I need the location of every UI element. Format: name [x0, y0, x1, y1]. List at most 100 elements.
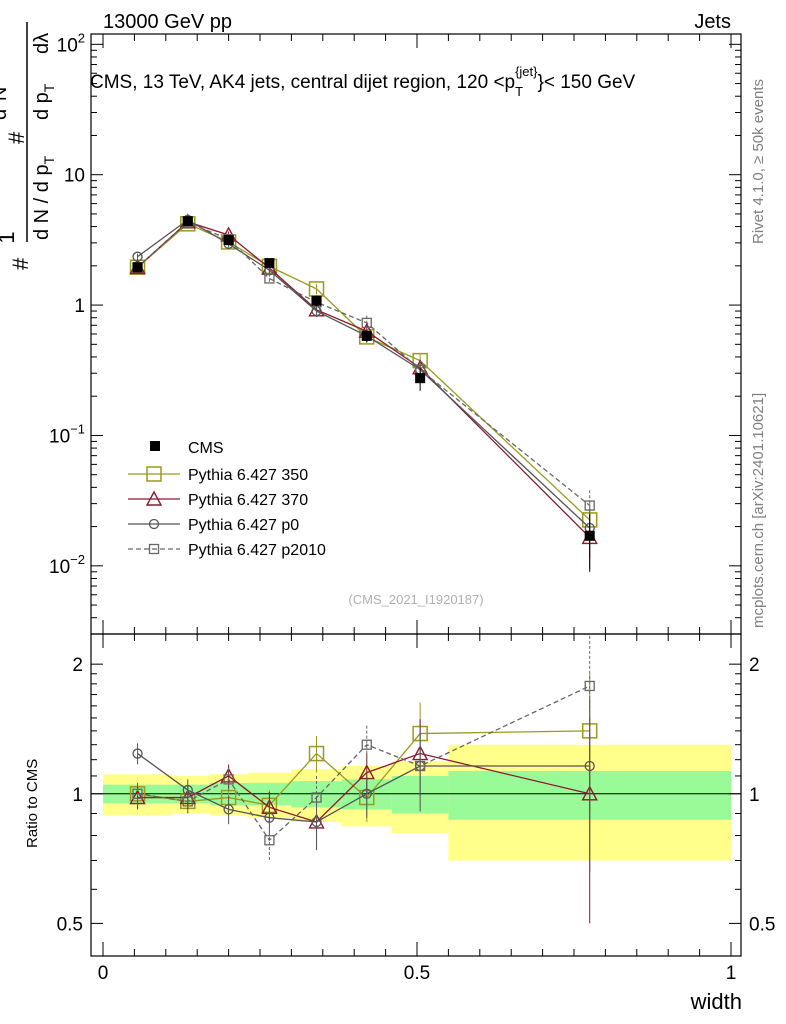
rivet-label: Rivet 4.1.0, ≥ 50k events	[750, 79, 767, 244]
header-left: 13000 GeV pp	[103, 11, 232, 33]
y-tick-label-2: 1	[74, 296, 85, 317]
y-tick-label-base-3: 10	[49, 426, 70, 447]
data-point-1	[182, 216, 193, 227]
series-point-3-5	[361, 317, 372, 329]
legend-item-1: Pythia 6.427 370	[128, 490, 308, 509]
ratio-tick-label-right-2: 2	[749, 655, 760, 676]
plot-title-end: }< 150 GeV	[538, 72, 636, 93]
ratio-plot	[129, 635, 598, 924]
ratio-point-2-5	[361, 788, 372, 799]
data-point-7	[584, 530, 595, 541]
legend-marker-3	[148, 543, 160, 555]
ylabel-hash-2: #	[4, 131, 29, 144]
y-tick-label-4: 10−2	[49, 552, 85, 578]
ratio-point-3-2	[223, 774, 234, 785]
ratio-tick-label-left-0: 0.5	[57, 914, 83, 935]
y-tick-label-base-4: 10	[49, 557, 70, 578]
ylabel-dlambda: dλ	[31, 33, 53, 54]
legend: CMS Pythia 6.427 350 Pythia 6.427 370 Pythi…	[128, 440, 326, 559]
ratio-series-3	[132, 635, 595, 861]
ratio-point-3-4	[311, 792, 322, 803]
plot-title-sup: {jet}	[515, 64, 538, 79]
ratio-point-2-2	[223, 804, 234, 815]
svg-text:d N / d pT: d N / d pT	[31, 155, 57, 240]
series-point-2-0	[132, 251, 143, 262]
plot-title: CMS, 13 TeV, AK4 jets, central dijet reg…	[90, 64, 636, 99]
legend-item-data: CMS	[150, 440, 224, 457]
x-tick-label-1: 0.5	[404, 963, 430, 984]
mcplots-label: mcplots.cern.ch [arXiv:2401.10621]	[750, 393, 767, 628]
legend-marker-0	[146, 466, 162, 482]
legend-marker-data	[150, 441, 160, 451]
data-point-6	[415, 373, 426, 384]
ratio-point-2-7	[584, 760, 595, 772]
y-tick-label-base-1: 10	[64, 166, 85, 187]
analysis-watermark: (CMS_2021_I1920187)	[348, 592, 483, 607]
ratio-point-0-4	[308, 745, 325, 762]
ratio-point-2-1	[182, 784, 193, 796]
plot-title-main: CMS, 13 TeV, AK4 jets, central dijet reg…	[90, 72, 515, 93]
y-tick-label-sup-0: 2	[78, 30, 85, 45]
y-tick-label-base-2: 1	[74, 296, 85, 317]
y-tick-label-sup-3: −1	[70, 421, 85, 436]
svg-text:d2N: d2N	[0, 87, 11, 120]
ratio-point-3-1	[182, 796, 193, 807]
ylabel-d2-sup: 2	[0, 101, 1, 109]
ratio-series-2	[132, 699, 595, 872]
legend-label-data: CMS	[188, 440, 224, 457]
series-point-3-3	[264, 273, 275, 284]
ratio-point-3-3	[264, 835, 275, 846]
series-point-3-7	[584, 500, 595, 511]
legend-label-1: Pythia 6.427 370	[188, 492, 308, 509]
plot-title-sub: T	[515, 84, 523, 99]
ylabel-one: 1	[0, 231, 19, 243]
series-1	[129, 213, 598, 569]
legend-label-2: Pythia 6.427 p0	[188, 517, 299, 534]
ylabel-dpt-sub: T	[41, 83, 57, 92]
ylabel-dn: d N / d p	[31, 164, 53, 240]
ratio-point-3-5	[361, 739, 372, 750]
ylabel-dn-sub: T	[41, 155, 57, 164]
series-line-1	[137, 221, 591, 538]
data-point-2	[223, 235, 234, 246]
legend-label-0: Pythia 6.427 350	[188, 467, 308, 484]
series-line-3	[137, 221, 591, 507]
main-plot	[129, 213, 598, 572]
svg-text:# 1: # 1	[0, 231, 33, 270]
ratio-tick-label-left-2: 2	[72, 655, 83, 676]
ylabel-dpt: d p	[31, 92, 53, 120]
ratio-tick-label-left-1: 1	[72, 785, 83, 806]
ratio-point-3-0	[132, 788, 143, 799]
y-tick-label-1: 10	[64, 166, 85, 187]
ratio-y-label: Ratio to CMS	[24, 759, 41, 848]
ratio-line-2	[137, 753, 590, 823]
ratio-frame	[90, 633, 742, 957]
y-tick-label-base-0: 10	[57, 35, 78, 56]
svg-text:d pT: d pT	[31, 83, 57, 120]
x-axis-label: width	[690, 989, 742, 1014]
ratio-line-3	[137, 685, 590, 842]
legend-marker-2	[148, 518, 160, 530]
y-tick-label-3: 10−1	[49, 421, 85, 447]
data-point-3	[264, 258, 275, 269]
y-axis-label: # 1 d N / d pT # d2N d pT dλ	[0, 22, 57, 270]
ratio-point-3-6	[414, 760, 426, 772]
legend-label-3: Pythia 6.427 p2010	[188, 542, 326, 559]
legend-item-0: Pythia 6.427 350	[128, 466, 308, 484]
ratio-point-3-7	[584, 680, 595, 692]
legend-item-3: Pythia 6.427 p2010	[128, 542, 326, 559]
header-right: Jets	[694, 11, 731, 33]
data-point-0	[132, 262, 143, 273]
y-tick-label-sup-4: −2	[70, 552, 85, 567]
legend-marker-1	[145, 490, 163, 506]
ylabel-hash: #	[8, 257, 33, 270]
x-tick-label-2: 1	[726, 963, 737, 984]
ylabel-d2: d	[0, 109, 11, 120]
ylabel-d2-n: N	[0, 87, 11, 101]
data-series	[132, 216, 595, 572]
y-tick-label-0: 102	[57, 30, 85, 56]
legend-item-2: Pythia 6.427 p0	[128, 517, 299, 534]
ratio-point-2-0	[132, 748, 143, 759]
